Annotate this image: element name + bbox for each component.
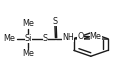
Text: NH: NH	[62, 33, 74, 42]
Text: S: S	[53, 17, 58, 26]
Text: Si: Si	[25, 34, 32, 43]
Text: Me: Me	[90, 32, 102, 41]
Text: S: S	[43, 34, 48, 43]
Text: Me: Me	[3, 34, 15, 43]
Text: Me: Me	[22, 19, 34, 28]
Text: Me: Me	[22, 49, 34, 58]
Text: O: O	[77, 32, 84, 41]
